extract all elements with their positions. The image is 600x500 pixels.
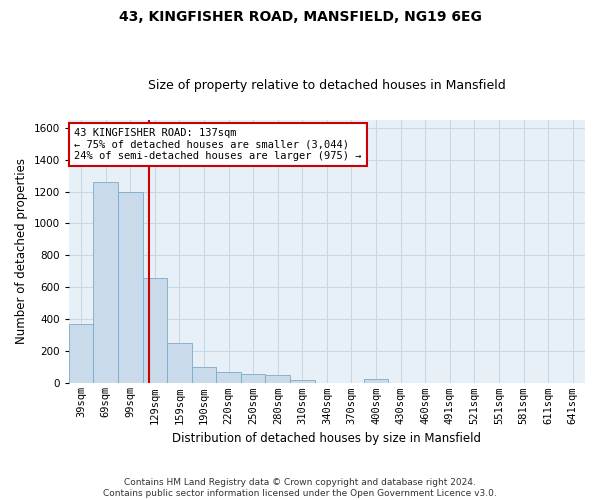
Bar: [94, 182, 118, 384]
Bar: [265, 376, 290, 384]
Bar: [290, 380, 314, 384]
Text: Contains HM Land Registry data © Crown copyright and database right 2024.
Contai: Contains HM Land Registry data © Crown c…: [103, 478, 497, 498]
X-axis label: Distribution of detached houses by size in Mansfield: Distribution of detached houses by size …: [172, 432, 481, 445]
Title: Size of property relative to detached houses in Mansfield: Size of property relative to detached ho…: [148, 79, 506, 92]
Bar: [69, 324, 94, 384]
Bar: [167, 342, 192, 384]
Bar: [364, 380, 388, 384]
Bar: [217, 372, 241, 384]
Text: 43, KINGFISHER ROAD, MANSFIELD, NG19 6EG: 43, KINGFISHER ROAD, MANSFIELD, NG19 6EG: [119, 10, 481, 24]
Bar: [192, 366, 217, 384]
Bar: [143, 278, 167, 384]
Y-axis label: Number of detached properties: Number of detached properties: [15, 158, 28, 344]
Text: 43 KINGFISHER ROAD: 137sqm
← 75% of detached houses are smaller (3,044)
24% of s: 43 KINGFISHER ROAD: 137sqm ← 75% of deta…: [74, 128, 362, 161]
Bar: [241, 374, 265, 384]
Bar: [118, 192, 143, 384]
